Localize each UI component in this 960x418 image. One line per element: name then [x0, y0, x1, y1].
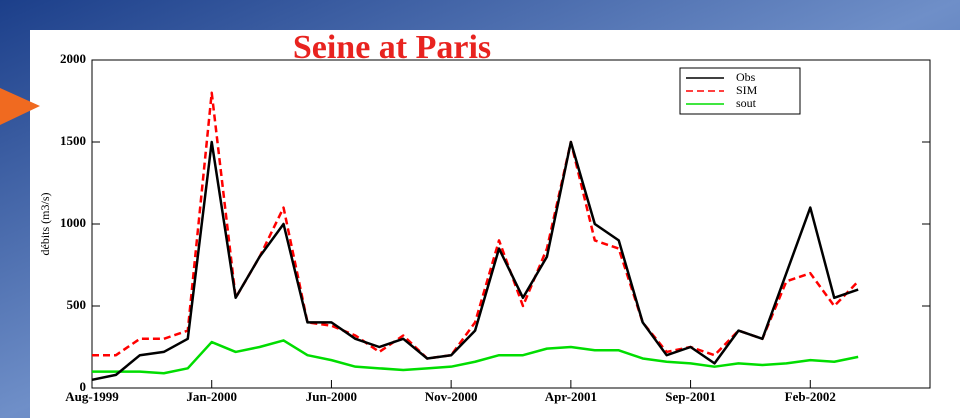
- series-line: [92, 339, 859, 375]
- x-tick-label: Sep-2001: [665, 389, 716, 404]
- arrow: [0, 88, 40, 125]
- series-line: [92, 91, 860, 360]
- y-tick-label: 500: [67, 297, 87, 312]
- legend-label: Obs: [736, 70, 756, 84]
- series-line: [91, 140, 859, 382]
- legend-label: SIM: [736, 83, 758, 97]
- x-tick-label: Feb-2002: [785, 389, 836, 404]
- x-tick-label: Jun-2000: [306, 389, 357, 404]
- y-tick-label: 0: [80, 379, 87, 394]
- y-tick-label: 2000: [60, 51, 86, 66]
- y-axis-label: débits (m3/s): [38, 193, 52, 256]
- y-tick-label: 1500: [60, 133, 86, 148]
- x-tick-label: Aug-1999: [65, 389, 119, 404]
- x-tick-label: Apr-2001: [545, 389, 597, 404]
- y-tick-label: 1000: [60, 215, 86, 230]
- legend-label: sout: [736, 96, 757, 110]
- x-tick-label: Jan-2000: [186, 389, 237, 404]
- x-tick-label: Nov-2000: [425, 389, 478, 404]
